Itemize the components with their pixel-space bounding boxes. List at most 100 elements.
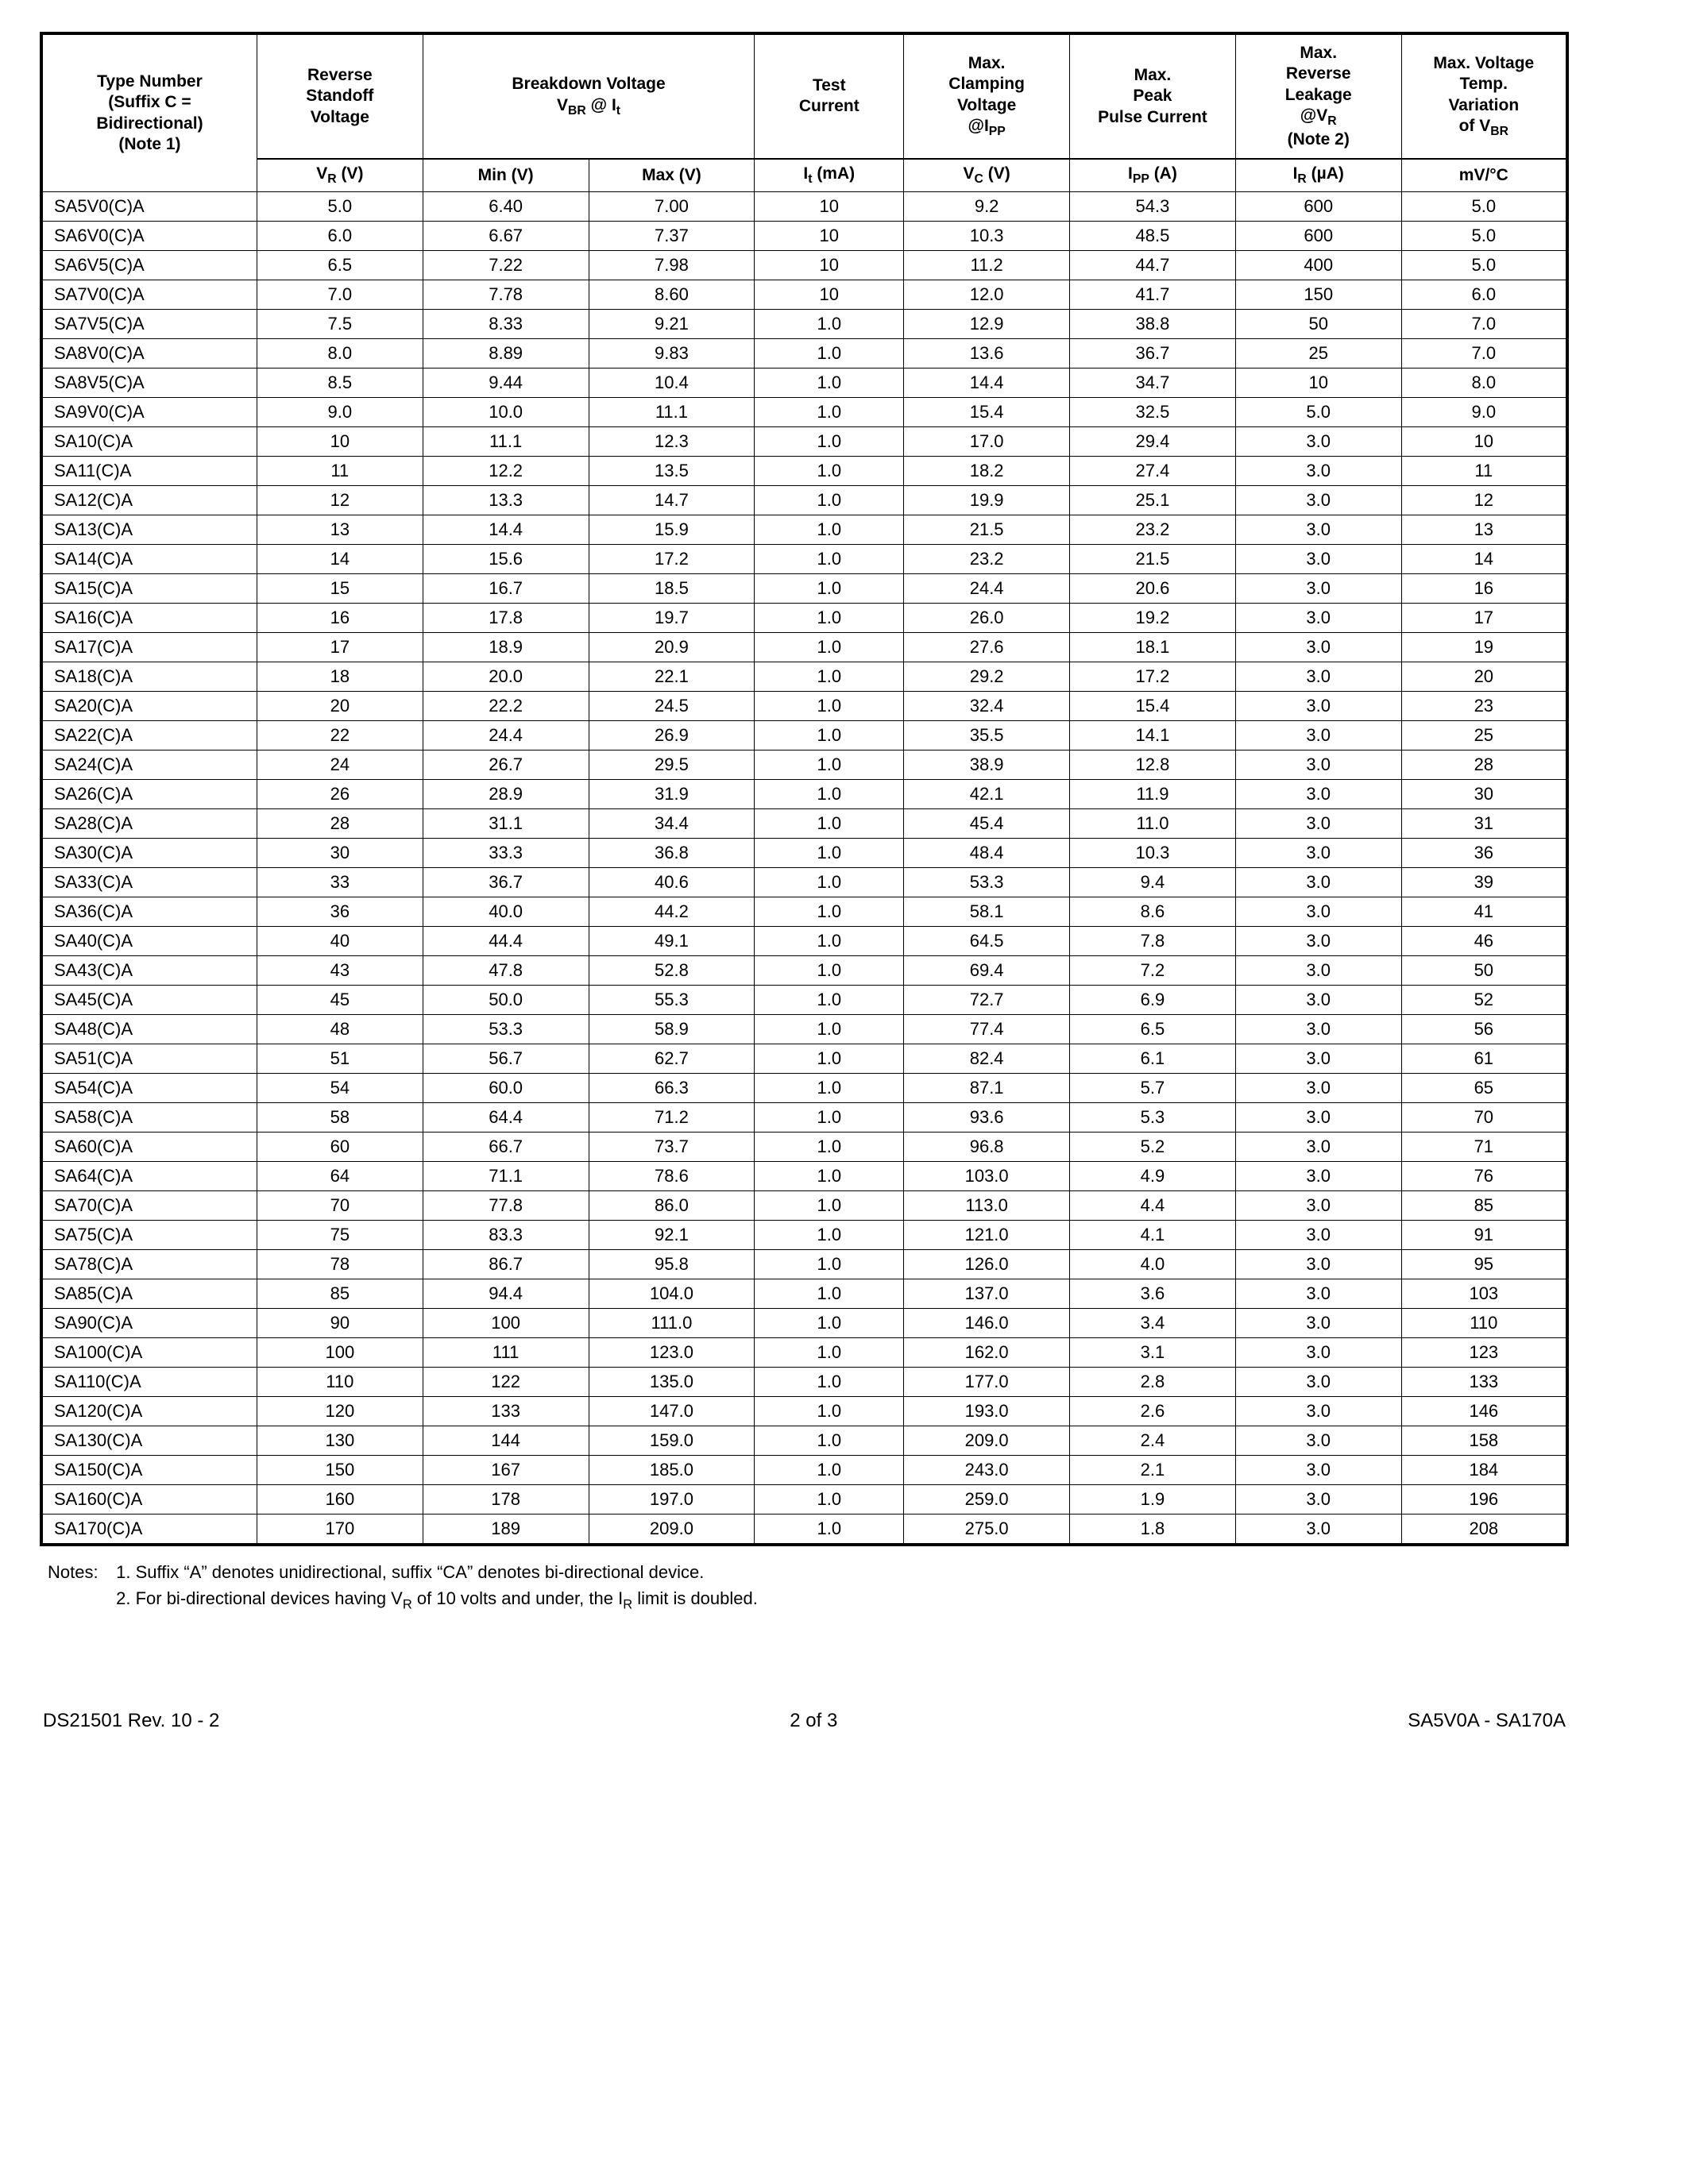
cell-value: 58.9 [589,1015,755,1044]
cell-value: 3.0 [1235,1368,1401,1397]
cell-value: 1.0 [755,604,904,633]
cell-value: 1.0 [755,369,904,398]
cell-value: 31.1 [423,809,589,839]
cell-value: 3.0 [1235,1191,1401,1221]
notes-label: Notes: [48,1559,111,1585]
cell-value: 1.0 [755,515,904,545]
cell-value: 103 [1401,1279,1567,1309]
table-row: SA8V5(C)A8.59.4410.41.014.434.7108.0 [41,369,1567,398]
cell-value: 62.7 [589,1044,755,1074]
cell-value: 111.0 [589,1309,755,1338]
cell-value: 21.5 [904,515,1070,545]
cell-value: 13.6 [904,339,1070,369]
cell-value: 600 [1235,192,1401,222]
table-body: SA5V0(C)A5.06.407.00109.254.36005.0SA6V0… [41,192,1567,1545]
cell-value: 56 [1401,1015,1567,1044]
table-row: SA130(C)A130144159.01.0209.02.43.0158 [41,1426,1567,1456]
cell-value: 6.1 [1070,1044,1236,1074]
cell-value: 82.4 [904,1044,1070,1074]
cell-value: 7.0 [1401,310,1567,339]
cell-value: 78.6 [589,1162,755,1191]
cell-value: 44.2 [589,897,755,927]
cell-value: 36.7 [423,868,589,897]
cell-value: 29.2 [904,662,1070,692]
table-row: SA7V0(C)A7.07.788.601012.041.71506.0 [41,280,1567,310]
cell-value: 19.7 [589,604,755,633]
cell-value: 54 [257,1074,423,1103]
cell-value: 259.0 [904,1485,1070,1515]
cell-value: 23.2 [1070,515,1236,545]
cell-value: 7.8 [1070,927,1236,956]
sub-ipp: IPP (A) [1070,159,1236,192]
cell-value: 144 [423,1426,589,1456]
cell-value: 53.3 [423,1015,589,1044]
cell-value: 1.0 [755,986,904,1015]
cell-value: 7.2 [1070,956,1236,986]
cell-value: 122 [423,1368,589,1397]
cell-value: 123.0 [589,1338,755,1368]
cell-value: 70 [1401,1103,1567,1133]
cell-value: 17.8 [423,604,589,633]
cell-value: 1.0 [755,1338,904,1368]
cell-value: 27.6 [904,633,1070,662]
cell-value: 3.0 [1235,574,1401,604]
cell-value: 90 [257,1309,423,1338]
cell-value: 11.2 [904,251,1070,280]
cell-type: SA24(C)A [41,751,257,780]
cell-value: 78 [257,1250,423,1279]
cell-value: 17 [257,633,423,662]
cell-value: 3.0 [1235,986,1401,1015]
table-row: SA20(C)A2022.224.51.032.415.43.023 [41,692,1567,721]
cell-type: SA150(C)A [41,1456,257,1485]
footer-left: DS21501 Rev. 10 - 2 [43,1710,219,1732]
cell-value: 53.3 [904,868,1070,897]
cell-value: 85 [257,1279,423,1309]
cell-value: 1.0 [755,1485,904,1515]
note-1: 1. Suffix “A” denotes unidirectional, su… [116,1562,704,1582]
cell-value: 18 [257,662,423,692]
sub-vc: VC (V) [904,159,1070,192]
cell-value: 137.0 [904,1279,1070,1309]
cell-value: 1.0 [755,1044,904,1074]
cell-value: 133 [423,1397,589,1426]
cell-value: 7.22 [423,251,589,280]
cell-value: 42.1 [904,780,1070,809]
cell-value: 54.3 [1070,192,1236,222]
cell-value: 6.0 [257,222,423,251]
table-row: SA18(C)A1820.022.11.029.217.23.020 [41,662,1567,692]
cell-value: 48.5 [1070,222,1236,251]
cell-value: 1.0 [755,751,904,780]
table-row: SA13(C)A1314.415.91.021.523.23.013 [41,515,1567,545]
cell-value: 1.0 [755,1426,904,1456]
table-row: SA17(C)A1718.920.91.027.618.13.019 [41,633,1567,662]
cell-value: 75 [257,1221,423,1250]
cell-value: 193.0 [904,1397,1070,1426]
notes-section: Notes: 1. Suffix “A” denotes unidirectio… [40,1559,1569,1615]
cell-value: 197.0 [589,1485,755,1515]
cell-value: 3.0 [1235,427,1401,457]
cell-value: 91 [1401,1221,1567,1250]
cell-type: SA51(C)A [41,1044,257,1074]
cell-value: 49.1 [589,927,755,956]
cell-value: 130 [257,1426,423,1456]
cell-value: 44.7 [1070,251,1236,280]
table-row: SA160(C)A160178197.01.0259.01.93.0196 [41,1485,1567,1515]
cell-value: 93.6 [904,1103,1070,1133]
table-row: SA22(C)A2224.426.91.035.514.13.025 [41,721,1567,751]
cell-value: 3.0 [1235,692,1401,721]
cell-value: 26.9 [589,721,755,751]
cell-value: 83.3 [423,1221,589,1250]
cell-value: 50.0 [423,986,589,1015]
cell-value: 40 [257,927,423,956]
cell-value: 4.9 [1070,1162,1236,1191]
cell-value: 3.0 [1235,1133,1401,1162]
table-row: SA33(C)A3336.740.61.053.39.43.039 [41,868,1567,897]
cell-value: 96.8 [904,1133,1070,1162]
cell-value: 6.40 [423,192,589,222]
cell-value: 5.0 [257,192,423,222]
cell-value: 3.0 [1235,839,1401,868]
cell-type: SA170(C)A [41,1515,257,1545]
cell-value: 33 [257,868,423,897]
cell-value: 150 [257,1456,423,1485]
cell-value: 13 [257,515,423,545]
